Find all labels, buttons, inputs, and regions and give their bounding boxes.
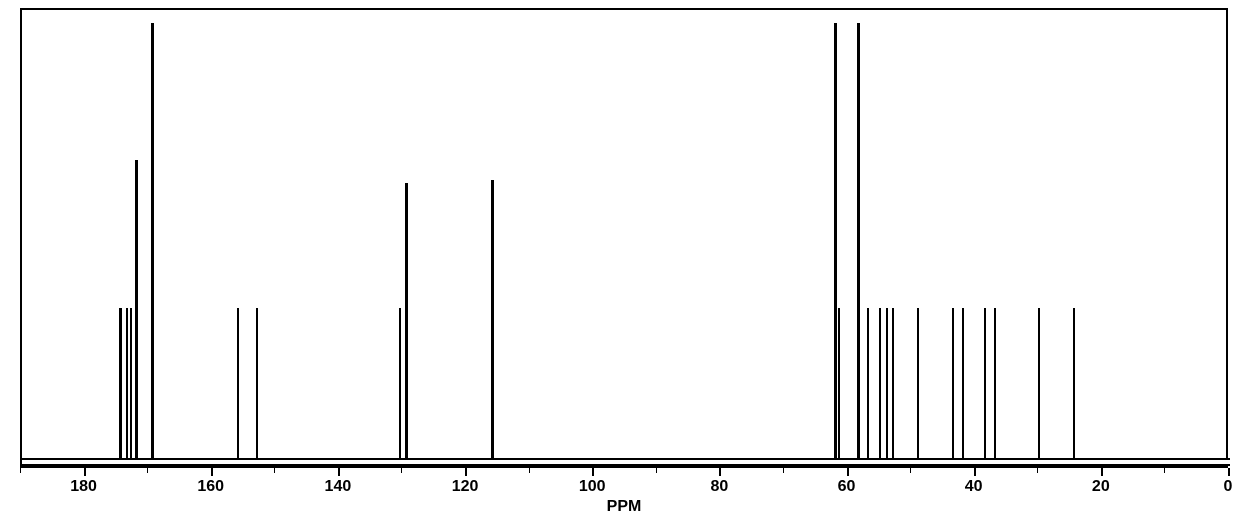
peak — [886, 308, 888, 458]
peak — [119, 308, 122, 458]
peak — [857, 23, 860, 458]
peak — [130, 308, 132, 458]
baseline-inner — [22, 460, 1230, 464]
x-tick — [847, 468, 849, 476]
peak — [491, 180, 494, 458]
peak — [962, 308, 964, 458]
x-tick-label: 140 — [325, 478, 352, 496]
x-minor-tick — [147, 468, 148, 473]
x-tick-label: 180 — [70, 478, 97, 496]
plot-area — [20, 8, 1228, 468]
peak — [867, 308, 869, 458]
x-tick — [338, 468, 340, 476]
x-minor-tick — [529, 468, 530, 473]
peak — [838, 308, 840, 458]
x-tick — [592, 468, 594, 476]
x-minor-tick — [1037, 468, 1038, 473]
peak — [879, 308, 881, 458]
x-tick — [211, 468, 213, 476]
peak — [405, 183, 408, 458]
x-tick — [974, 468, 976, 476]
peak — [892, 308, 894, 458]
x-minor-tick — [783, 468, 784, 473]
x-minor-tick — [910, 468, 911, 473]
x-tick-label: 80 — [710, 478, 728, 496]
x-tick-label: 0 — [1224, 478, 1233, 496]
x-tick-label: 40 — [965, 478, 983, 496]
peak — [135, 160, 138, 458]
peak — [917, 308, 919, 458]
peak — [126, 308, 128, 458]
x-tick — [84, 468, 86, 476]
nmr-chart: 180 160 140 120 100 80 60 40 20 0 PPM — [0, 0, 1240, 529]
peak — [237, 308, 239, 458]
peak — [994, 308, 996, 458]
x-tick-label: 100 — [579, 478, 606, 496]
peak — [834, 23, 837, 458]
x-tick — [1101, 468, 1103, 476]
x-tick — [719, 468, 721, 476]
peak — [151, 23, 154, 458]
peak — [984, 308, 986, 458]
x-tick-label: 120 — [452, 478, 479, 496]
x-tick-label: 20 — [1092, 478, 1110, 496]
x-minor-tick — [1164, 468, 1165, 473]
x-minor-tick — [20, 468, 21, 473]
x-minor-tick — [401, 468, 402, 473]
peak — [1073, 308, 1075, 458]
peak — [1038, 308, 1040, 458]
peak — [256, 308, 258, 458]
x-tick — [1228, 468, 1230, 476]
peak — [399, 308, 401, 458]
x-tick-label: 60 — [838, 478, 856, 496]
x-tick — [465, 468, 467, 476]
x-axis-label: PPM — [607, 498, 642, 516]
peak — [952, 308, 954, 458]
x-minor-tick — [656, 468, 657, 473]
x-tick-label: 160 — [197, 478, 224, 496]
x-minor-tick — [274, 468, 275, 473]
